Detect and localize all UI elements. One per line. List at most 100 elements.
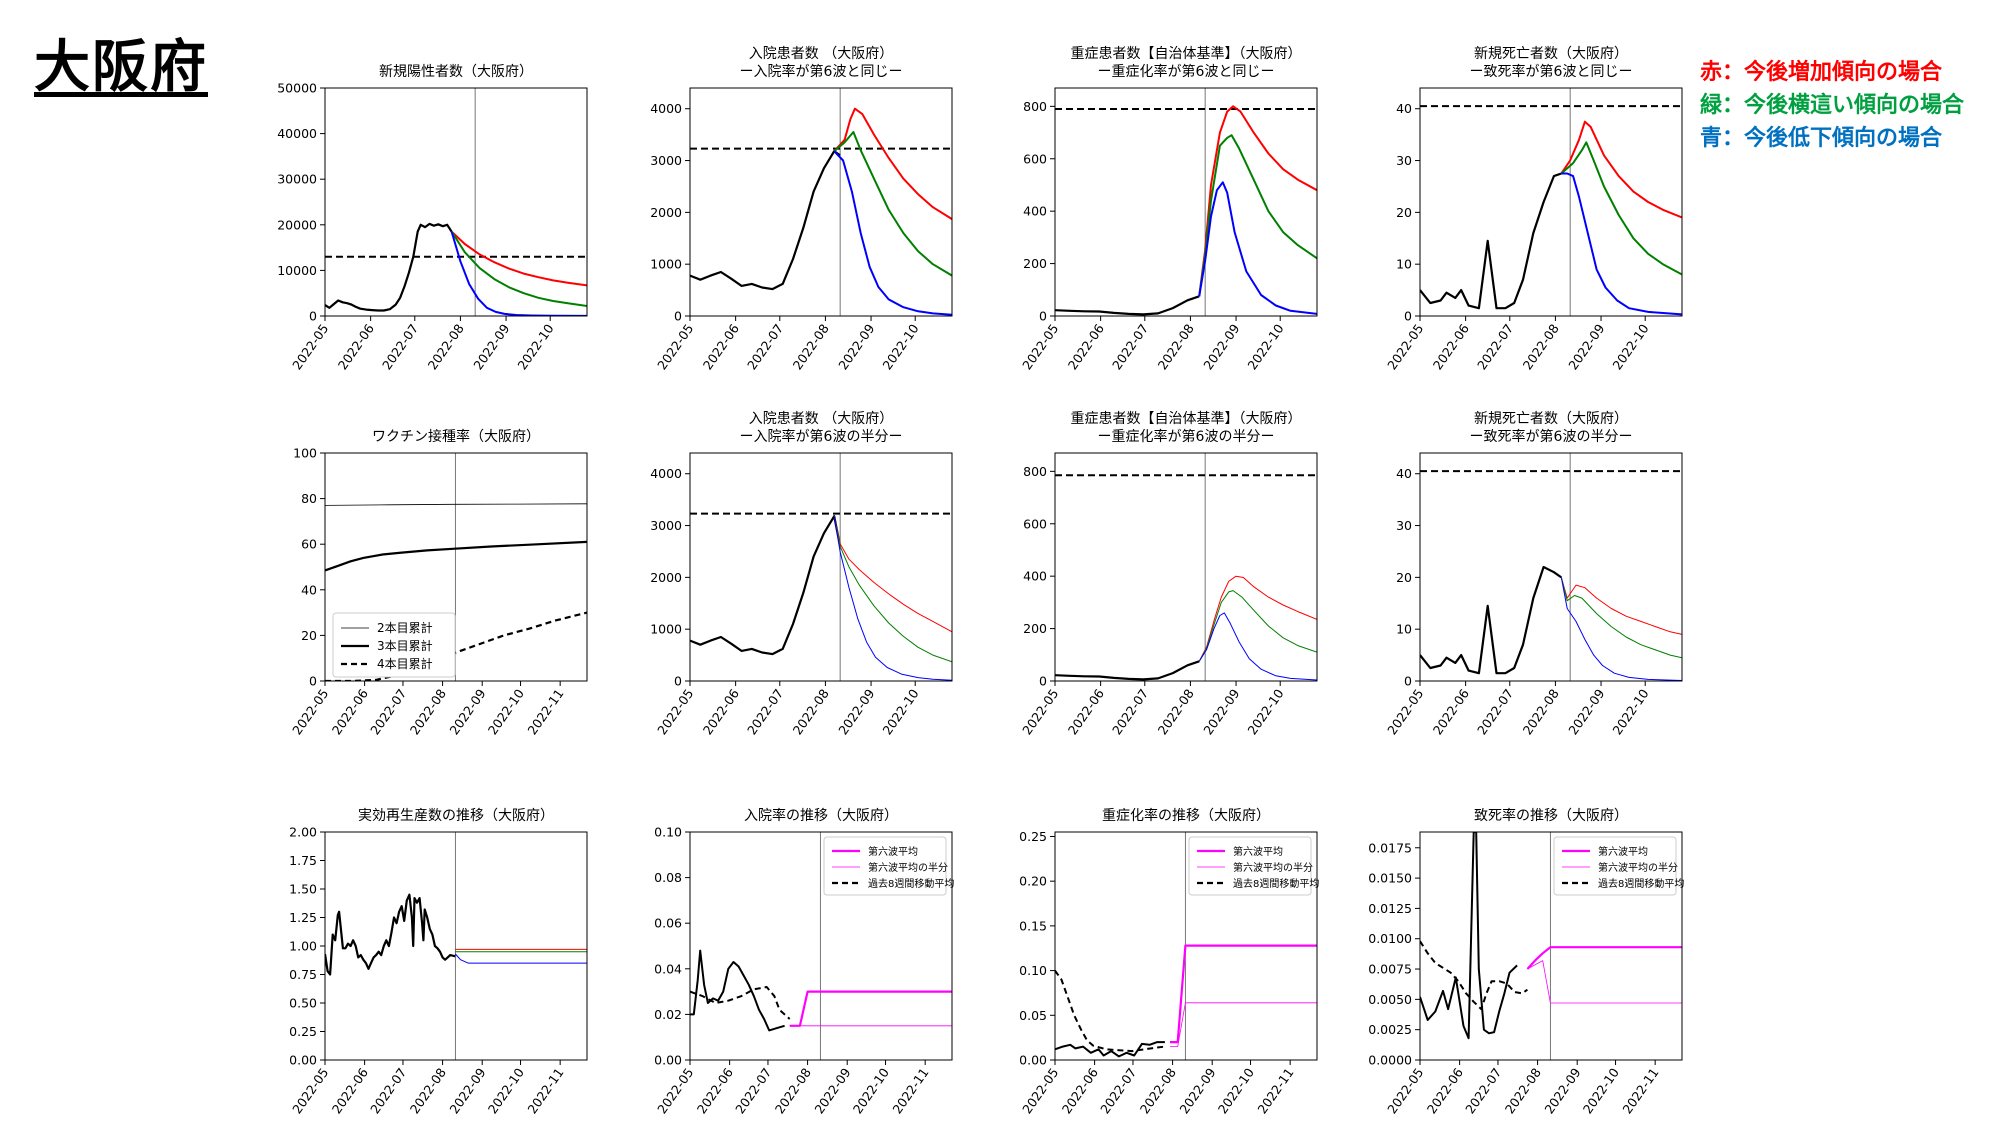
plot-area <box>325 832 587 1060</box>
legend-label: 2本目累計 <box>377 620 433 635</box>
y-tick-label: 0.25 <box>1019 829 1047 844</box>
x-tick-label: 2022-10 <box>514 321 556 372</box>
y-tick-label: 0.0125 <box>1368 901 1412 916</box>
x-tick-label: 2022-11 <box>889 1065 931 1116</box>
x-tick-label: 2022-06 <box>1059 1065 1101 1116</box>
series-line <box>1560 120 1682 219</box>
plot-area <box>1055 453 1317 681</box>
chart-hospitalized-half: 入院患者数 （大阪府）ー入院率が第6波の半分ー 0 1000 2000 3000 4000… <box>650 411 953 738</box>
plot-area <box>690 832 952 1060</box>
y-tick-label: 0.0025 <box>1368 1022 1412 1037</box>
y-tick-label: 0 <box>674 674 682 689</box>
y-tick-label: 2000 <box>650 570 682 585</box>
x-tick-label: 2022-09 <box>1541 1065 1583 1116</box>
series-line <box>1560 141 1682 276</box>
chart-fatality-rate: 致死率の推移（大阪府） 0.0000 0.0025 0.0050 0.0075 0.010… <box>1368 807 1684 1117</box>
plot-frame <box>324 87 588 317</box>
x-tick-label: 2022-06 <box>1430 321 1472 372</box>
plot-area <box>1420 832 1682 1060</box>
series-line <box>325 540 587 572</box>
legend-green: 緑：今後横這い傾向の場合 <box>1700 93 1965 118</box>
y-tick-label: 0.0000 <box>1368 1053 1412 1068</box>
x-tick-label: 2022-08 <box>1155 321 1197 372</box>
plot-frame <box>689 452 953 682</box>
x-tick-label: 2022-05 <box>1384 321 1426 372</box>
y-tick-label: 800 <box>1023 464 1047 479</box>
y-tick-label: 10 <box>1396 257 1412 272</box>
series-line <box>833 516 952 633</box>
x-tick-label: 2022-05 <box>289 686 331 737</box>
y-tick-label: 0.0050 <box>1368 992 1412 1007</box>
x-tick-label: 2022-06 <box>1065 686 1107 737</box>
chart-legend <box>332 612 456 678</box>
x-tick-label: 2022-10 <box>1215 1065 1257 1116</box>
x-tick-label: 2022-09 <box>470 321 512 372</box>
series-line <box>1560 577 1682 659</box>
plot-frame <box>1419 831 1683 1061</box>
x-tick-label: 2022-09 <box>835 686 877 737</box>
y-tick-label: 0.02 <box>654 1007 682 1022</box>
x-tick-label: 2022-05 <box>289 321 331 372</box>
x-tick-label: 2022-05 <box>289 1065 331 1116</box>
series-line <box>325 503 587 506</box>
chart-title: 重症患者数【自治体基準】（大阪府） <box>1071 45 1302 62</box>
x-tick-label: 2022-07 <box>367 1065 409 1116</box>
chart-title: ー致死率が第6波と同じー <box>1470 63 1633 80</box>
x-tick-label: 2022-08 <box>407 686 449 737</box>
x-tick-label: 2022-08 <box>1155 686 1197 737</box>
x-tick-label: 2022-07 <box>1109 686 1151 737</box>
y-tick-label: 200 <box>1023 256 1047 271</box>
x-tick-label: 2022-10 <box>879 321 921 372</box>
y-tick-label: 0.00 <box>289 1053 317 1068</box>
y-tick-label: 0.50 <box>289 996 317 1011</box>
chart-severe-same: 重症患者数【自治体基準】（大阪府）ー重症化率が第6波と同じー 0 200 400 600… <box>1019 45 1318 373</box>
y-tick-label: 0.10 <box>1019 963 1047 978</box>
series-line <box>1420 832 1518 1040</box>
x-tick-label: 2022-11 <box>524 1065 566 1116</box>
x-tick-label: 2022-09 <box>1200 321 1242 372</box>
y-tick-label: 0 <box>1404 674 1412 689</box>
series-line <box>1055 295 1200 316</box>
plot-frame <box>324 831 588 1061</box>
x-tick-label: 2022-10 <box>485 686 527 737</box>
x-tick-label: 2022-08 <box>407 1065 449 1116</box>
legend-label: 第六波平均の半分 <box>1598 861 1678 874</box>
legend-label: 第六波平均 <box>868 845 918 858</box>
y-tick-label: 0.10 <box>654 825 682 840</box>
plot-frame <box>1054 831 1318 1061</box>
x-tick-label: 2022-10 <box>1609 321 1651 372</box>
y-tick-label: 1.50 <box>289 882 317 897</box>
x-tick-label: 2022-08 <box>1502 1065 1544 1116</box>
y-tick-label: 60 <box>301 537 317 552</box>
chart-vaccination: ワクチン接種率（大阪府）0204060801002022-052022-0620… <box>289 428 588 738</box>
x-tick-label: 2022-08 <box>772 1065 814 1116</box>
chart-title: 重症患者数【自治体基準】（大阪府） <box>1071 410 1302 427</box>
plot-area <box>690 88 952 316</box>
legend-label: 3本目累計 <box>377 638 433 653</box>
chart-title: 入院患者数 （大阪府） <box>749 411 893 427</box>
series-line <box>690 150 841 291</box>
x-tick-label: 2022-07 <box>744 321 786 372</box>
plot-area <box>690 453 952 681</box>
x-tick-label: 2022-06 <box>694 1065 736 1116</box>
scenario-legend: 赤：今後増加傾向の場合 緑：今後横這い傾向の場合 青：今後低下傾向の場合 <box>1700 56 1964 155</box>
series-line <box>325 893 456 976</box>
plot-area <box>1055 88 1317 316</box>
x-tick-label: 2022-11 <box>1619 1065 1661 1116</box>
y-tick-label: 3000 <box>650 153 682 168</box>
y-tick-label: 0 <box>309 674 317 689</box>
y-tick-label: 600 <box>1023 151 1047 166</box>
chart-title: 重症化率の推移（大阪府） <box>1102 807 1270 824</box>
x-tick-label: 2022-08 <box>1520 321 1562 372</box>
y-tick-label: 1000 <box>650 622 682 637</box>
chart-title: ー重症化率が第6波の半分ー <box>1098 428 1275 445</box>
x-tick-label: 2022-07 <box>1474 321 1516 372</box>
y-tick-label: 0.04 <box>654 961 682 976</box>
y-tick-label: 3000 <box>650 518 682 533</box>
x-tick-label: 2022-09 <box>1176 1065 1218 1116</box>
y-tick-label: 1.00 <box>289 939 317 954</box>
y-tick-label: 0.0150 <box>1368 871 1412 886</box>
y-tick-label: 4000 <box>650 101 682 116</box>
series-line <box>1420 172 1562 310</box>
